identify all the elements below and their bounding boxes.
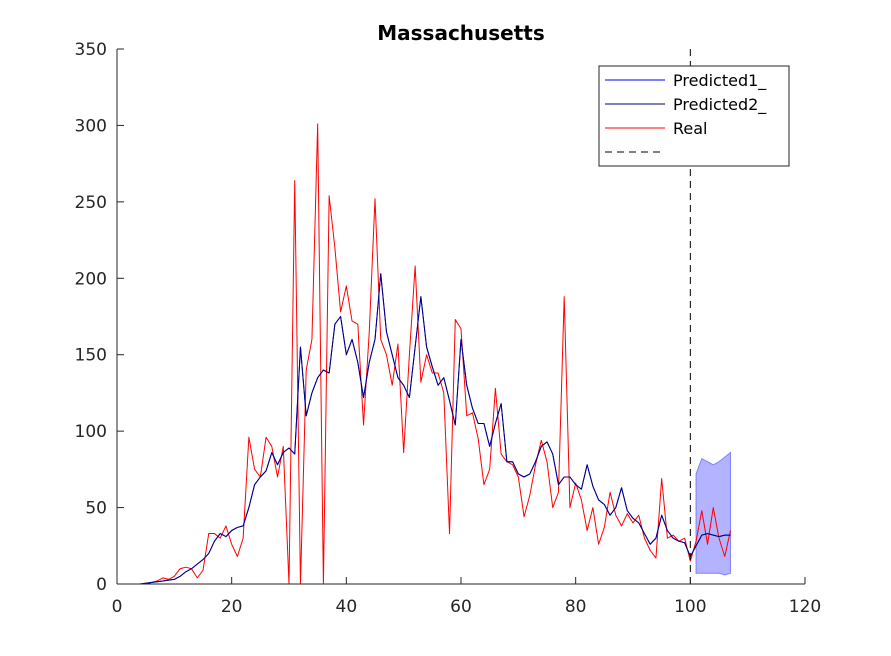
y-tick-label: 50: [85, 499, 107, 519]
legend-box: [598, 65, 790, 167]
y-tick-label: 350: [75, 40, 107, 60]
chart-title: Massachusetts: [377, 21, 545, 45]
x-tick-label: 20: [221, 597, 243, 617]
legend-label-1: Predicted2_: [673, 95, 767, 115]
series-line-predicted2: [122, 273, 731, 585]
x-tick-label: 120: [789, 597, 821, 617]
y-tick-label: 0: [96, 575, 107, 595]
y-tick-label: 300: [75, 116, 107, 136]
legend-label-2: Real: [673, 119, 708, 138]
y-tick-label: 100: [75, 422, 107, 442]
series-line-real: [122, 123, 731, 585]
legend-label-0: Predicted1_: [673, 71, 767, 91]
y-tick-label: 150: [75, 346, 107, 366]
x-tick-label: 100: [674, 597, 706, 617]
y-tick-label: 250: [75, 193, 107, 213]
y-tick-label: 200: [75, 269, 107, 289]
x-tick-label: 40: [336, 597, 358, 617]
x-tick-label: 0: [112, 597, 123, 617]
x-tick-label: 60: [450, 597, 472, 617]
legend: Predicted1_ Predicted2_ Real: [598, 65, 790, 167]
x-tick-label: 80: [565, 597, 587, 617]
prediction-band: [695, 451, 731, 576]
plot-area: [122, 49, 731, 585]
axes: 0 20 40 60 80 100 120 0 50 100 150 200 250 300 350: [75, 40, 822, 617]
